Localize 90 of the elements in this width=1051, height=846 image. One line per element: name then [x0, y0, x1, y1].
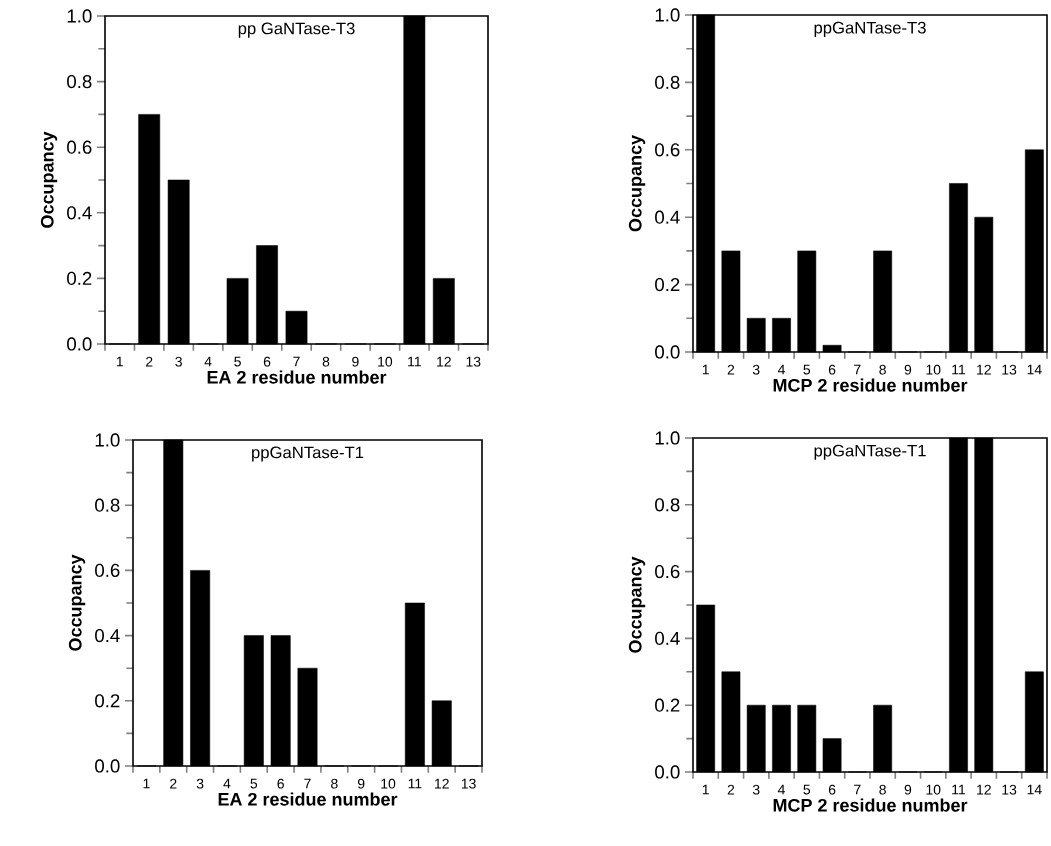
y-tick-label: 0.4	[95, 628, 120, 643]
y-tick-label: 0.4	[655, 631, 680, 645]
x-tick-label: 8	[879, 784, 886, 795]
x-tick-label: 2	[170, 778, 177, 789]
x-tick-label: 6	[277, 778, 284, 789]
y-tick-label: 0.0	[67, 337, 92, 351]
x-tick-label: 4	[777, 364, 785, 375]
x-axis-title: MCP 2 residue number	[773, 378, 968, 392]
x-tick-label: 12	[437, 356, 451, 367]
x-tick-label: 11	[952, 784, 966, 795]
x-tick-label: 3	[752, 784, 760, 795]
x-tick-label: 5	[803, 784, 811, 795]
x-tick-label: 14	[1027, 784, 1042, 795]
x-tick-label: 5	[250, 778, 258, 789]
x-tick-label: 6	[828, 784, 836, 795]
x-tick-label: 8	[322, 356, 330, 367]
x-tick-label: 6	[263, 356, 271, 367]
y-tick-label: 0.2	[67, 271, 92, 285]
y-tick-label: 0.2	[95, 694, 120, 708]
x-tick-label: 8	[331, 778, 338, 789]
x-tick-label: 1	[143, 778, 150, 789]
x-tick-label: 10	[381, 778, 396, 789]
x-tick-label: 2	[146, 356, 153, 367]
x-tick-label: 5	[803, 364, 811, 375]
y-axis-title: Occupancy	[628, 135, 646, 232]
x-tick-label: 7	[854, 784, 861, 795]
x-axis-title: EA 2 residue number	[218, 792, 398, 806]
x-tick-label: 3	[752, 364, 760, 375]
y-axis-title: Occupancy	[40, 131, 58, 228]
x-axis-title: MCP 2 residue number	[773, 798, 968, 812]
y-tick-label: 0.0	[95, 759, 120, 773]
y-tick-label: 0.2	[655, 277, 680, 292]
x-tick-label: 10	[926, 364, 941, 375]
y-tick-label: 0.6	[655, 143, 680, 157]
x-tick-label: 2	[727, 364, 735, 375]
x-tick-label: 12	[435, 778, 449, 789]
x-tick-label: 4	[777, 784, 785, 795]
x-tick-label: 2	[727, 784, 735, 795]
x-tick-label: 9	[904, 364, 912, 375]
x-tick-label: 10	[378, 356, 393, 367]
x-tick-label: 13	[1002, 364, 1017, 375]
x-tick-label: 1	[702, 364, 709, 375]
y-tick-label: 0.0	[655, 345, 680, 359]
y-tick-label: 0.8	[67, 74, 92, 89]
y-tick-label: 0.4	[67, 206, 92, 220]
x-tick-label: 12	[977, 364, 991, 375]
x-tick-label: 11	[952, 364, 966, 375]
x-tick-label: 1	[702, 784, 709, 795]
x-tick-label: 7	[304, 778, 311, 789]
y-tick-label: 1.0	[67, 9, 92, 23]
y-tick-label: 0.6	[67, 140, 92, 154]
x-tick-label: 9	[904, 784, 912, 795]
x-tick-label: 1	[116, 356, 123, 367]
x-tick-label: 9	[352, 356, 359, 367]
y-tick-label: 0.8	[95, 498, 120, 512]
x-tick-label: 13	[466, 356, 481, 367]
x-tick-label: 3	[196, 778, 204, 789]
x-tick-label: 6	[828, 364, 836, 375]
x-tick-label: 13	[461, 778, 476, 789]
x-tick-label: 4	[223, 778, 231, 789]
chart-title: ppGaNTase-T3	[814, 21, 926, 37]
x-tick-label: 10	[926, 784, 941, 795]
chart-title: pp GaNTase-T3	[238, 22, 355, 38]
y-tick-label: 0.2	[655, 698, 680, 712]
x-tick-label: 11	[408, 778, 422, 789]
y-axis-title: Occupancy	[68, 554, 86, 651]
y-tick-label: 1.0	[95, 433, 120, 447]
y-tick-label: 0.6	[655, 564, 680, 579]
x-tick-label: 11	[408, 356, 421, 367]
x-tick-label: 13	[1002, 784, 1017, 795]
y-tick-label: 0.8	[655, 75, 680, 89]
y-tick-label: 0.8	[655, 498, 680, 512]
y-axis-title: Occupancy	[628, 556, 646, 653]
x-tick-label: 3	[175, 356, 182, 367]
y-tick-label: 1.0	[655, 8, 680, 22]
y-tick-label: 0.0	[655, 765, 680, 779]
x-tick-label: 12	[977, 784, 991, 795]
x-tick-label: 5	[234, 356, 241, 367]
x-axis-title: EA 2 residue number	[207, 370, 387, 384]
y-tick-label: 0.6	[95, 563, 120, 577]
x-tick-label: 4	[204, 356, 212, 367]
x-tick-label: 8	[879, 364, 886, 375]
chart-title: ppGaNTase-T1	[814, 444, 926, 460]
x-tick-label: 14	[1027, 364, 1042, 375]
chart-title: ppGaNTase-T1	[252, 446, 364, 462]
y-tick-label: 1.0	[655, 431, 680, 445]
x-tick-label: 9	[357, 778, 365, 789]
x-tick-label: 7	[293, 356, 300, 367]
x-tick-label: 7	[854, 364, 861, 375]
y-tick-label: 0.4	[655, 210, 680, 224]
